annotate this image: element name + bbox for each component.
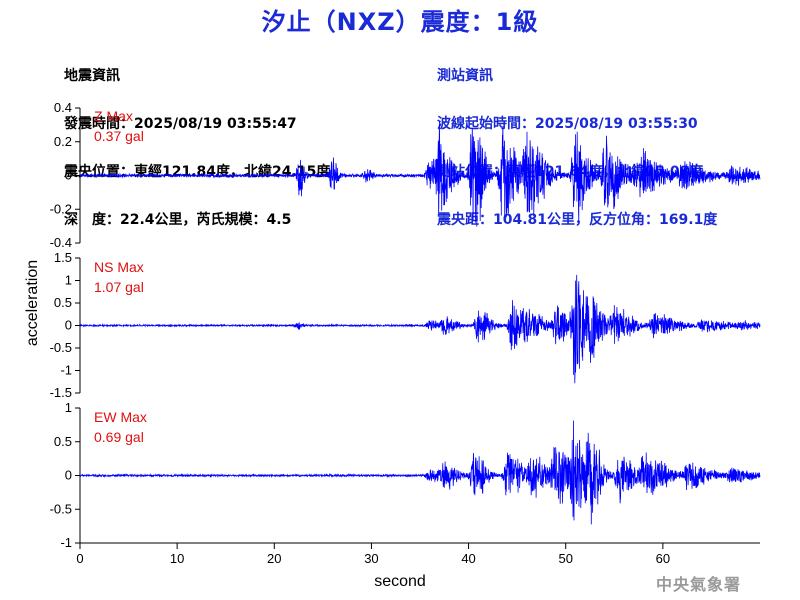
earthquake-info-heading: 地震資訊 bbox=[64, 68, 120, 84]
max-value-ns: 1.07 gal bbox=[94, 279, 144, 295]
y-tick-label: -0.2 bbox=[50, 201, 72, 216]
y-tick-label: -0.5 bbox=[50, 340, 72, 355]
y-tick-label: 0.5 bbox=[54, 295, 72, 310]
station-info-heading: 測站資訊 bbox=[437, 68, 493, 84]
x-tick-label: 40 bbox=[461, 551, 475, 566]
y-tick-label: 0.4 bbox=[54, 100, 72, 115]
waveform-ew bbox=[79, 420, 761, 525]
waveform-z bbox=[79, 121, 761, 227]
x-tick-label: 0 bbox=[76, 551, 83, 566]
page-title: 汐止（NXZ）震度：1級 bbox=[261, 8, 539, 36]
x-tick-label: 10 bbox=[170, 551, 184, 566]
max-label-ns: NS Max bbox=[94, 259, 144, 275]
y-tick-label: 0 bbox=[65, 318, 72, 333]
y-tick-label: -1.5 bbox=[50, 385, 72, 400]
max-value-z: 0.37 gal bbox=[94, 128, 144, 144]
x-tick-label: 50 bbox=[558, 551, 572, 566]
y-tick-label: 1 bbox=[65, 273, 72, 288]
x-tick-label: 20 bbox=[267, 551, 281, 566]
y-tick-label: 1.5 bbox=[54, 250, 72, 265]
y-tick-label: -1 bbox=[60, 535, 72, 550]
x-axis-label: second bbox=[374, 573, 426, 590]
distance-azimuth: 震央距：104.81公里，反方位角：169.1度 bbox=[437, 212, 718, 228]
x-tick-label: 30 bbox=[364, 551, 378, 566]
y-tick-label: 0 bbox=[65, 468, 72, 483]
waveform-ns bbox=[79, 274, 761, 384]
max-value-ew: 0.69 gal bbox=[94, 429, 144, 445]
y-tick-label: 0 bbox=[65, 168, 72, 183]
waveform-start-time: 波線起始時間：2025/08/19 03:55:30 bbox=[437, 116, 698, 132]
max-label-z: Z Max bbox=[94, 108, 133, 124]
y-tick-label: -0.4 bbox=[50, 235, 72, 250]
y-tick-label: 1 bbox=[65, 400, 72, 415]
y-tick-label: -0.5 bbox=[50, 501, 72, 516]
earthquake-info-block: 地震資訊 發震時間：2025/08/19 03:55:47 震央位置：東經121… bbox=[64, 36, 330, 244]
depth-magnitude: 深 度：22.4公里，芮氏規模：4.5 bbox=[64, 212, 292, 228]
agency-name: 中央氣象署 bbox=[656, 575, 742, 594]
y-tick-label: -1 bbox=[60, 363, 72, 378]
y-axis-label: acceleration bbox=[24, 260, 41, 346]
x-tick-label: 60 bbox=[656, 551, 670, 566]
y-tick-label: 0.5 bbox=[54, 434, 72, 449]
origin-time: 發震時間：2025/08/19 03:55:47 bbox=[64, 116, 297, 132]
y-tick-label: 0.2 bbox=[54, 134, 72, 149]
max-label-ew: EW Max bbox=[94, 409, 147, 425]
